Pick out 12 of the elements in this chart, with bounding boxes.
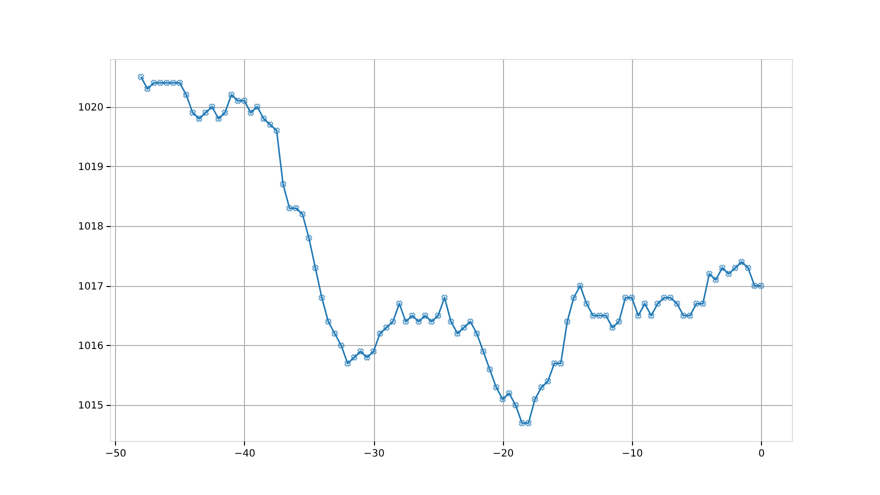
x-tick-label: −20 [492, 448, 514, 460]
x-tick-label: −10 [622, 448, 643, 460]
x-tick-label: −50 [105, 448, 126, 460]
y-tick-label: 1015 [78, 400, 104, 412]
y-tick-label: 1016 [78, 341, 104, 352]
x-tick-label: 0 [758, 448, 765, 460]
x-tick-label: −30 [363, 448, 385, 460]
y-tick-label: 1018 [78, 222, 104, 233]
y-tick-label: 1019 [78, 162, 104, 173]
y-tick-label: 1020 [78, 102, 104, 114]
y-tick-label: 1017 [78, 281, 104, 292]
x-tick-label: −40 [234, 448, 256, 460]
